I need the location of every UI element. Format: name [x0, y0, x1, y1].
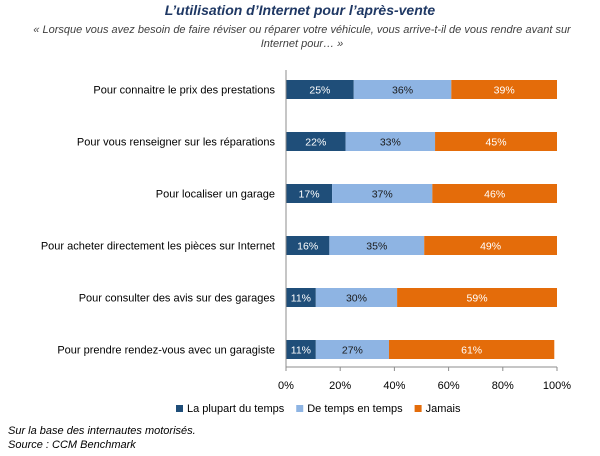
legend-label: La plupart du temps [187, 403, 285, 415]
data-label: 35% [366, 241, 387, 253]
bar-segment [332, 184, 433, 203]
data-label: 11% [291, 345, 311, 357]
bar-segment [286, 80, 354, 99]
bar-segment [286, 184, 333, 203]
category-label: Pour connaitre le prix des prestations [93, 85, 275, 97]
x-tick-label: 60% [438, 380, 460, 392]
x-tick-label: 100% [543, 380, 571, 392]
category-label: Pour vous renseigner sur les réparations [77, 137, 276, 149]
data-label: 36% [392, 85, 413, 97]
legend-swatch [296, 405, 304, 412]
legend-swatch [414, 405, 422, 412]
data-label: 49% [480, 241, 501, 253]
bar-segment [451, 80, 557, 99]
bar-segment [432, 184, 557, 203]
data-label: 27% [342, 345, 363, 357]
bar-segment [286, 288, 316, 307]
data-label: 37% [372, 189, 393, 201]
bar-segment [286, 340, 316, 359]
x-tick-label: 20% [329, 380, 351, 392]
chart-subtitle: « Lorsque vous avez besoin de faire révi… [33, 24, 571, 50]
category-label: Pour consulter des avis sur des garages [79, 293, 276, 305]
legend-label: Jamais [426, 403, 461, 415]
data-label: 16% [297, 241, 318, 253]
legend-label: De temps en temps [307, 403, 403, 415]
bar-segment [397, 288, 557, 307]
x-tick-label: 0% [278, 380, 294, 392]
bar-segment [315, 288, 398, 307]
data-label: 30% [346, 293, 367, 305]
bar-segment [435, 132, 557, 151]
data-label: 22% [305, 137, 326, 149]
x-tick-label: 80% [492, 380, 514, 392]
bar-segment [345, 132, 436, 151]
bar-segment [286, 132, 346, 151]
data-label: 45% [486, 137, 507, 149]
category-label: Pour prendre rendez-vous avec un garagis… [57, 345, 275, 357]
legend-swatch [176, 405, 183, 412]
data-label: 33% [380, 137, 401, 149]
category-label: Pour acheter directement les pièces sur … [41, 241, 275, 253]
bar-segment [329, 236, 425, 255]
footnote-base: Sur la base des internautes motorisés. [8, 425, 196, 437]
x-tick-label: 40% [383, 380, 405, 392]
data-label: 39% [494, 85, 515, 97]
bar-segment [353, 80, 452, 99]
data-label: 17% [299, 189, 320, 201]
data-label: 11% [291, 293, 311, 305]
bar-segment [286, 236, 330, 255]
footnote-source: Source : CCM Benchmark [8, 439, 136, 451]
bar-segment [315, 340, 389, 359]
category-label: Pour localiser un garage [156, 189, 275, 201]
chart-title: L’utilisation d’Internet pour l’après-ve… [164, 2, 436, 18]
data-label: 46% [484, 189, 505, 201]
data-label: 25% [309, 85, 330, 97]
bar-segment [424, 236, 557, 255]
data-label: 59% [467, 293, 488, 305]
bar-segment [388, 340, 555, 359]
data-label: 61% [461, 345, 482, 357]
